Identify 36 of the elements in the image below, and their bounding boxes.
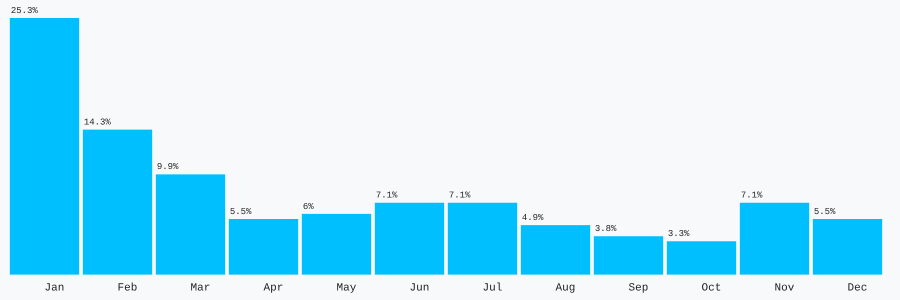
data-label: 7.1% <box>740 190 764 201</box>
data-label: 3.8% <box>594 224 618 234</box>
data-label: 7.1% <box>448 190 472 201</box>
x-tick-label: Oct <box>702 282 722 294</box>
x-tick-label: Nov <box>774 282 795 294</box>
bar <box>10 18 80 275</box>
data-label: 3.3% <box>668 229 690 240</box>
bar <box>302 214 372 275</box>
x-tick-label: Aug <box>556 282 576 294</box>
bar <box>448 202 518 275</box>
bar <box>812 218 882 275</box>
x-tick-label: Mar <box>190 282 210 294</box>
data-label: 14.3% <box>84 118 112 128</box>
bar <box>520 225 590 275</box>
x-tick-label: Jul <box>482 282 502 294</box>
bar <box>666 241 736 275</box>
bar <box>82 130 152 275</box>
data-label: 25.3% <box>10 6 38 16</box>
x-tick-label: Feb <box>118 282 138 294</box>
x-tick-label: Jun <box>410 282 430 294</box>
data-label: 4.9% <box>522 212 544 223</box>
bar <box>594 236 664 275</box>
x-tick-label: Jan <box>44 282 64 294</box>
data-label: 9.9% <box>156 162 180 172</box>
x-tick-label: Apr <box>264 282 284 294</box>
data-label: 5.5% <box>814 206 836 217</box>
data-label: 7.1% <box>376 190 398 201</box>
x-tick-label: Dec <box>848 282 868 294</box>
bar <box>156 174 226 275</box>
data-label: 5.5% <box>230 206 252 217</box>
data-label: 6% <box>302 202 314 212</box>
bar <box>740 202 810 275</box>
x-tick-label: Sep <box>628 282 648 294</box>
bar <box>374 202 444 275</box>
x-tick-label: May <box>336 282 357 294</box>
bar <box>228 218 298 275</box>
